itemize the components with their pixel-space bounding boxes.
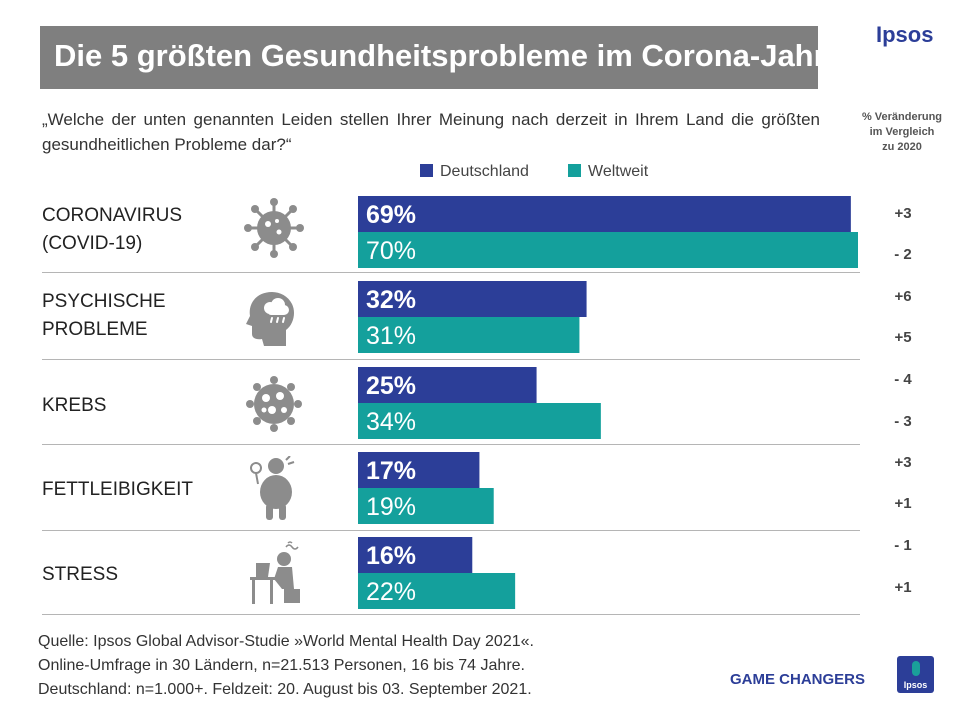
source-line: Deutschland: n=1.000+. Feldzeit: 20. Aug… (38, 681, 532, 698)
row-divider (42, 444, 860, 445)
legend-label-deutschland: Deutschland (440, 163, 529, 180)
row-divider (42, 359, 860, 360)
bar-label-weltweit: 22% (366, 578, 416, 606)
change-value-weltweit: +1 (894, 579, 912, 596)
category-label-fettleibigkeit: FETTLEIBIGKEIT (42, 479, 193, 500)
head-cloud-icon (246, 292, 294, 346)
change-header: % Veränderung im Vergleich zu 2020 (852, 110, 952, 155)
change-value-weltweit: +5 (894, 329, 912, 346)
row-divider (42, 530, 860, 531)
bar-label-weltweit: 34% (366, 408, 416, 436)
row-divider (42, 272, 860, 273)
change-value-deutschland: +6 (894, 288, 912, 305)
bar-label-weltweit: 31% (366, 322, 416, 350)
survey-question: „Welche der unten genannten Leiden stell… (42, 110, 820, 154)
row-divider (42, 614, 860, 615)
source-note: Quelle: Ipsos Global Advisor-Studie »Wor… (38, 630, 534, 702)
legend-item-weltweit: Weltweit (568, 163, 648, 181)
change-value-weltweit: - 3 (894, 413, 912, 430)
overweight-person-icon (250, 456, 295, 520)
bar-weltweit (358, 573, 516, 609)
change-header-line: im Vergleich (869, 126, 935, 138)
virus-icon (244, 198, 304, 258)
legend-label-weltweit: Weltweit (588, 163, 649, 180)
change-value-weltweit: - 2 (894, 246, 912, 263)
change-value-deutschland: +3 (894, 205, 912, 222)
change-value-deutschland: +3 (894, 454, 912, 471)
bar-deutschland (358, 537, 473, 573)
tagline: GAME CHANGERS (730, 671, 866, 688)
legend-swatch-weltweit (568, 164, 581, 177)
bar-label-deutschland: 32% (366, 286, 416, 314)
bar-weltweit (358, 232, 858, 268)
bar-deutschland (358, 281, 587, 317)
bar-weltweit (358, 317, 580, 353)
change-header-line: % Veränderung (861, 111, 943, 123)
bar-deutschland (358, 367, 537, 403)
category-label-krebs: KREBS (42, 395, 107, 416)
bar-label-deutschland: 17% (366, 457, 416, 485)
category-label-psychische: PSYCHISCHE PROBLEME (42, 291, 166, 340)
bar-weltweit (358, 403, 601, 439)
legend-swatch-deutschland (420, 164, 433, 177)
source-line: Quelle: Ipsos Global Advisor-Studie »Wor… (38, 633, 534, 650)
logo-mark (912, 661, 920, 676)
brand-name: Ipsos (876, 22, 934, 47)
stressed-worker-icon (250, 541, 300, 604)
logo-text: Ipsos (903, 680, 928, 690)
legend-item-deutschland: Deutschland (420, 163, 529, 181)
bar-label-deutschland: 25% (366, 372, 416, 400)
change-value-deutschland: - 4 (894, 371, 912, 388)
bar-label-deutschland: 69% (366, 201, 416, 229)
title-banner: Die 5 größten Gesundheitsprobleme im Cor… (40, 26, 826, 89)
bar-deutschland (358, 196, 851, 232)
page-title: Die 5 größten Gesundheitsprobleme im Cor… (54, 38, 826, 73)
bar-deutschland (358, 452, 480, 488)
category-label-covid: CORONAVIRUS (COVID-19) (42, 205, 183, 254)
change-value-weltweit: +1 (894, 495, 912, 512)
cell-cluster-icon (246, 376, 302, 432)
change-value-deutschland: - 1 (894, 537, 912, 554)
ipsos-logo: Ipsos (897, 656, 934, 693)
category-label-stress: STRESS (42, 564, 119, 585)
bar-label-weltweit: 70% (366, 237, 416, 265)
source-line: Online-Umfrage in 30 Ländern, n=21.513 P… (38, 657, 525, 674)
bar-weltweit (358, 488, 494, 524)
change-header-line: zu 2020 (882, 141, 922, 153)
bar-label-weltweit: 19% (366, 493, 416, 521)
bar-label-deutschland: 16% (366, 542, 416, 570)
